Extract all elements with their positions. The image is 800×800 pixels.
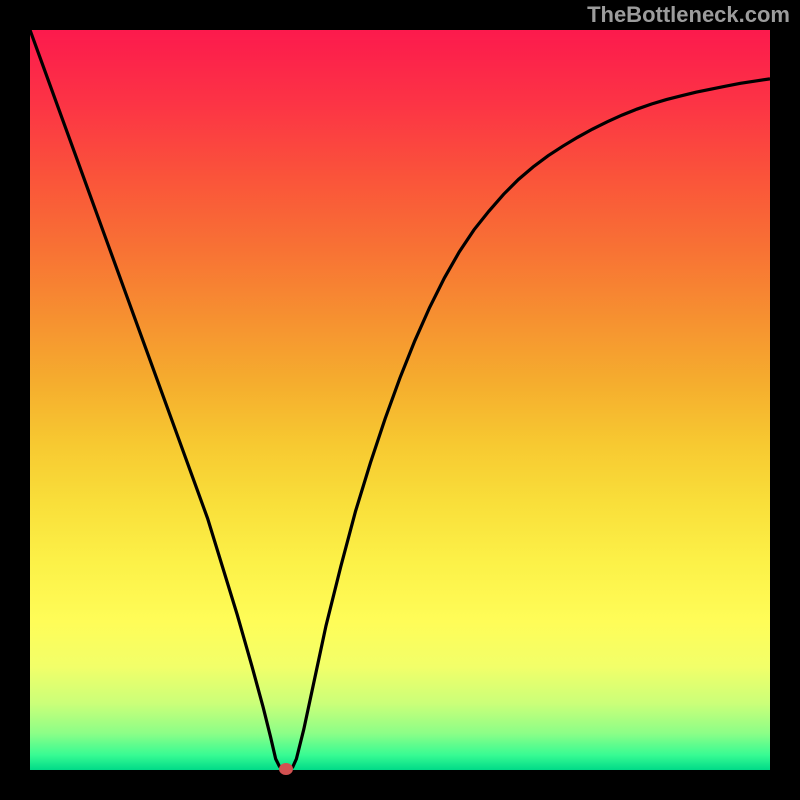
optimum-marker [279,763,293,775]
bottleneck-curve [30,30,770,770]
watermark-text: TheBottleneck.com [587,2,790,28]
plot-area [30,30,770,770]
curve-path [30,30,770,769]
